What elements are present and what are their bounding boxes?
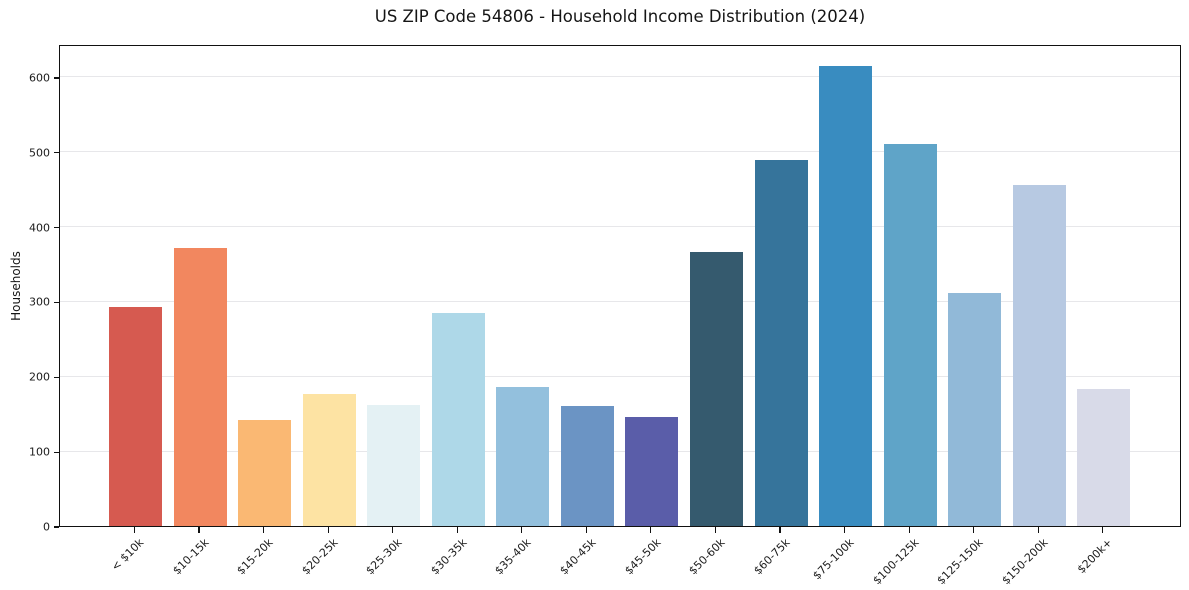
bar-$50-60k (689, 252, 743, 526)
x-tick-mark (1102, 527, 1104, 533)
gridline-400 (60, 226, 1180, 228)
bar-$25-30k (367, 404, 421, 526)
x-tick-mark (133, 527, 136, 533)
bar-$35-40k (496, 386, 550, 526)
bar-$15-20k (238, 419, 292, 526)
y-tick-label: 100 (29, 445, 50, 459)
y-tick-mark (54, 152, 59, 154)
bar-$20-25k (302, 394, 356, 526)
gridline-100 (60, 450, 1180, 452)
x-tick-mark (392, 527, 394, 533)
bar-$45-50k (625, 417, 679, 526)
y-tick-mark (54, 77, 59, 79)
x-tick-label-text: $45-50k (621, 536, 664, 578)
y-tick-mark (54, 376, 59, 378)
x-tick-mark (585, 527, 587, 533)
plot-area (59, 45, 1181, 527)
x-tick-label-text: $30-35k (428, 536, 470, 578)
x-tick-label-text: $150-200k (999, 536, 1051, 588)
x-tick-mark (1037, 527, 1039, 533)
bar-$125-150k (948, 292, 1002, 526)
chart-title: US ZIP Code 54806 - Household Income Dis… (374, 7, 866, 26)
x-tick-mark (779, 527, 781, 533)
x-tick-label-text: $60-75k (750, 536, 793, 578)
y-tick-label: 500 (29, 146, 50, 160)
y-tick-label: 600 (29, 71, 50, 85)
y-tick-mark (54, 227, 59, 229)
y-tick-label: 400 (29, 221, 50, 235)
gridline-300 (60, 300, 1180, 302)
bar-$150-200k (1012, 184, 1066, 526)
x-tick-label-text: $10-15k (169, 536, 212, 578)
bar-$30-35k (431, 312, 485, 526)
gridline-600 (60, 76, 1180, 78)
bar-$60-75k (754, 160, 808, 526)
x-tick-mark (521, 527, 523, 533)
y-tick-mark (54, 451, 59, 453)
x-tick-label-text: $40-45k (557, 536, 599, 578)
x-tick-mark (843, 527, 846, 533)
x-tick-label-text: $125-150k (934, 536, 986, 588)
y-tick-mark (54, 301, 59, 304)
x-tick-mark (973, 527, 975, 533)
x-tick-mark (198, 527, 200, 533)
x-tick-label-text: $25-30k (363, 536, 405, 578)
y-tick-mark (54, 526, 59, 528)
y-tick-label: 200 (29, 370, 50, 384)
x-tick-label-text: $50-60k (686, 536, 728, 578)
x-tick-label-text: $35-40k (492, 536, 534, 578)
bar-$100-125k (883, 143, 937, 526)
x-tick-mark (456, 527, 458, 533)
x-tick-label-text: $20-25k (299, 536, 341, 578)
y-tick-label: 300 (29, 295, 50, 309)
bar-$10-15k (173, 248, 227, 526)
x-tick-mark (908, 527, 910, 533)
x-tick-mark (714, 527, 717, 533)
y-tick-label: 0 (43, 520, 50, 534)
x-tick-label-text: $75-100k (810, 536, 857, 583)
x-tick-label-text: $100-125k (870, 536, 922, 588)
x-tick-mark (650, 527, 652, 533)
bar-$200k+ (1077, 389, 1131, 526)
x-tick-label-text: < $10k (109, 536, 147, 574)
x-tick-label-text: $200k+ (1074, 536, 1115, 577)
gridline-200 (60, 375, 1180, 377)
x-tick-label-text: $15-20k (234, 536, 276, 578)
y-axis-label: Households (9, 251, 23, 321)
x-tick-mark (263, 527, 265, 533)
bar-$75-100k (819, 65, 873, 526)
bar-< $10k (109, 306, 162, 526)
bar-$40-45k (560, 406, 614, 526)
gridline-500 (60, 151, 1180, 153)
x-tick-mark (327, 527, 329, 533)
